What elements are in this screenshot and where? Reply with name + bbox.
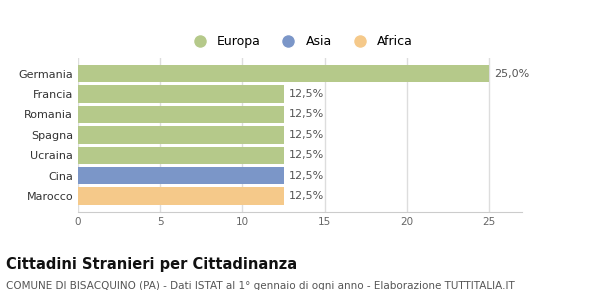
Bar — [78, 146, 284, 164]
Text: 25,0%: 25,0% — [494, 69, 529, 79]
Text: 12,5%: 12,5% — [289, 109, 324, 119]
Bar — [78, 106, 284, 123]
Text: Cittadini Stranieri per Cittadinanza: Cittadini Stranieri per Cittadinanza — [6, 257, 297, 272]
Bar — [78, 167, 284, 184]
Bar — [78, 126, 284, 144]
Text: 12,5%: 12,5% — [289, 171, 324, 181]
Bar — [78, 65, 489, 82]
Text: 12,5%: 12,5% — [289, 150, 324, 160]
Text: 12,5%: 12,5% — [289, 130, 324, 140]
Bar — [78, 85, 284, 103]
Text: COMUNE DI BISACQUINO (PA) - Dati ISTAT al 1° gennaio di ogni anno - Elaborazione: COMUNE DI BISACQUINO (PA) - Dati ISTAT a… — [6, 281, 515, 290]
Text: 12,5%: 12,5% — [289, 89, 324, 99]
Bar — [78, 187, 284, 205]
Legend: Europa, Asia, Africa: Europa, Asia, Africa — [182, 30, 418, 53]
Text: 12,5%: 12,5% — [289, 191, 324, 201]
